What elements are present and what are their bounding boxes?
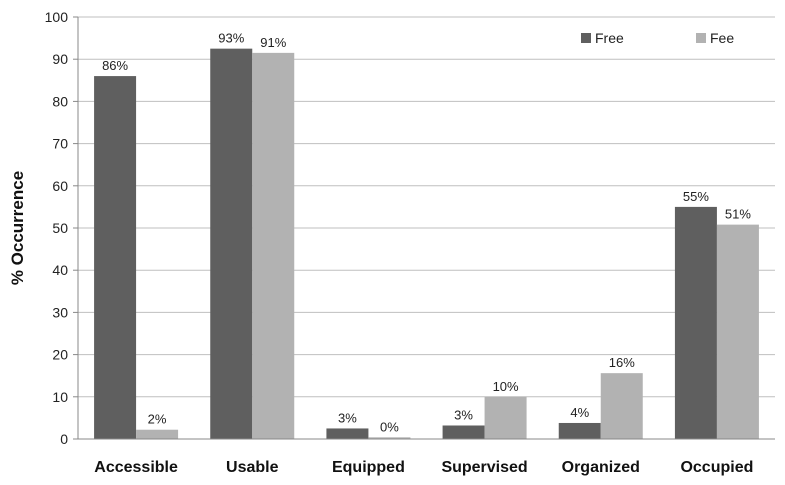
y-tick-label: 60 [52,178,68,194]
category-label: Organized [562,459,640,476]
data-label-free-usable: 93% [218,31,244,46]
y-tick-label: 100 [45,9,69,25]
data-label-free-equipped: 3% [338,410,357,425]
bar-fee-occupied [716,224,759,439]
legend-label-fee: Fee [710,30,734,46]
y-tick-label: 90 [52,51,68,67]
category-label: Supervised [441,459,527,476]
data-labels: 86% 2% 93% 91% 3% 0% 3% 10% 4% 16% 55% 51% [102,31,751,435]
bar-fee-organized [600,373,643,439]
y-tick-label: 10 [52,389,68,405]
data-label-fee-accessible: 2% [148,412,167,427]
data-label-fee-equipped: 0% [380,419,399,434]
data-label-fee-usable: 91% [260,35,286,50]
category-label: Accessible [94,459,178,476]
bar-free-accessible [94,76,137,439]
bar-free-equipped [326,428,369,439]
bar-free-occupied [674,206,717,439]
y-axis-ticks: 0 10 20 30 40 50 60 70 80 90 100 [45,9,78,447]
bars [94,48,759,440]
bar-fee-supervised [484,396,527,439]
bar-fee-accessible [136,429,179,439]
x-axis-categories: Accessible Usable Equipped Supervised Organi… [94,459,753,476]
bar-free-usable [210,48,253,440]
category-label: Occupied [680,459,753,476]
data-label-free-accessible: 86% [102,58,128,73]
data-label-fee-organized: 16% [609,355,635,370]
y-axis-title: % Occurrence [8,171,27,285]
y-tick-label: 50 [52,220,68,236]
legend: Free Fee [581,30,734,46]
bar-free-supervised [442,425,485,439]
gridlines [78,16,775,398]
bar-fee-usable [252,52,295,440]
y-tick-label: 0 [60,431,68,447]
y-tick-label: 80 [52,93,68,109]
category-label: Usable [226,459,279,476]
data-label-free-supervised: 3% [454,407,473,422]
legend-swatch-fee [696,33,706,43]
data-label-fee-supervised: 10% [493,379,519,394]
legend-swatch-free [581,33,591,43]
data-label-free-occupied: 55% [683,189,709,204]
y-tick-label: 70 [52,136,68,152]
bar-fee-equipped [368,437,411,439]
bar-free-organized [558,422,601,439]
data-label-free-organized: 4% [570,405,589,420]
y-tick-label: 40 [52,262,68,278]
legend-label-free: Free [595,30,624,46]
y-tick-label: 30 [52,304,68,320]
y-tick-label: 20 [52,347,68,363]
data-label-fee-occupied: 51% [725,207,751,222]
category-label: Equipped [332,459,405,476]
